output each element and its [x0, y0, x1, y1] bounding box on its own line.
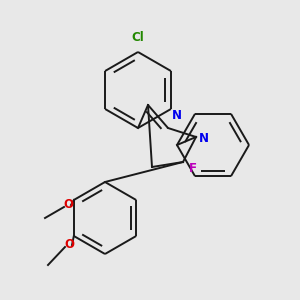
Text: O: O: [64, 238, 74, 251]
Text: O: O: [63, 199, 73, 212]
Text: N: N: [199, 131, 209, 145]
Text: F: F: [189, 162, 197, 175]
Text: Cl: Cl: [132, 31, 144, 44]
Text: N: N: [172, 109, 182, 122]
